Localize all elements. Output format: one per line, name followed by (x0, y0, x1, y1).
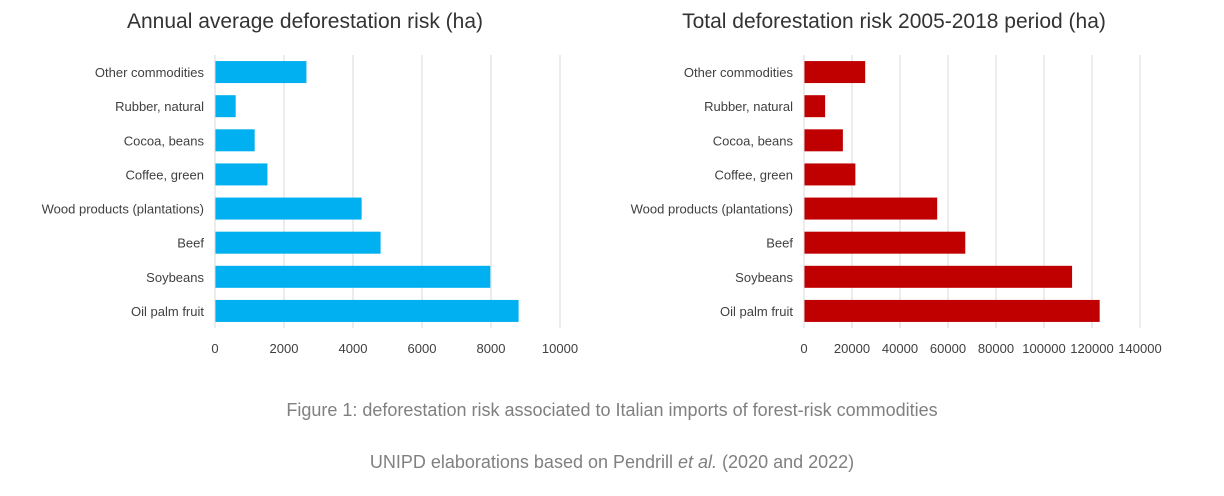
bar-total-4 (804, 197, 938, 220)
bar-annual-6 (215, 265, 491, 288)
category-label-annual-4: Wood products (plantations) (42, 202, 204, 217)
category-label-annual-2: Cocoa, beans (124, 133, 205, 148)
category-label-annual-7: Oil palm fruit (131, 304, 204, 319)
bar-annual-7 (215, 299, 519, 322)
x-tick-label-total-0: 0 (800, 341, 807, 356)
bar-total-0 (804, 61, 866, 84)
x-tick-label-total-6: 120000 (1070, 341, 1113, 356)
bar-total-7 (804, 299, 1100, 322)
charts-canvas: Annual average deforestation risk (ha) 0 2… (42, 10, 1162, 356)
x-tick-label-annual-4: 8000 (477, 341, 506, 356)
category-label-total-3: Coffee, green (714, 167, 793, 182)
x-tick-label-total-3: 60000 (930, 341, 966, 356)
chart-title-total: Total deforestation risk 2005-2018 perio… (682, 10, 1106, 33)
category-label-total-0: Other commodities (684, 65, 794, 80)
category-label-total-2: Cocoa, beans (713, 133, 794, 148)
category-label-total-7: Oil palm fruit (720, 304, 793, 319)
source-note-prefix: UNIPD elaborations based on Pendrill (369, 452, 679, 472)
x-tick-label-annual-2: 4000 (339, 341, 368, 356)
category-label-total-5: Beef (766, 236, 793, 251)
category-label-annual-0: Other commodities (95, 65, 205, 80)
bar-annual-0 (215, 61, 307, 84)
category-label-annual-1: Rubber, natural (115, 99, 204, 114)
bar-total-6 (804, 265, 1073, 288)
category-label-total-4: Wood products (plantations) (631, 202, 793, 217)
bar-total-1 (804, 95, 826, 118)
x-tick-label-total-2: 40000 (882, 341, 918, 356)
source-note-italic: et al. (678, 452, 718, 472)
bar-total-3 (804, 163, 856, 186)
bar-annual-5 (215, 231, 381, 254)
bar-annual-3 (215, 163, 268, 186)
x-tick-label-total-5: 100000 (1022, 341, 1065, 356)
bar-annual-1 (215, 95, 236, 118)
x-tick-label-total-1: 20000 (834, 341, 870, 356)
x-tick-label-annual-5: 10000 (542, 341, 578, 356)
figure-caption: Figure 1: deforestation risk associated … (286, 400, 938, 420)
x-tick-label-annual-3: 6000 (408, 341, 437, 356)
x-tick-label-annual-1: 2000 (270, 341, 299, 356)
bar-annual-2 (215, 129, 255, 152)
chart-title-annual: Annual average deforestation risk (ha) (127, 10, 483, 33)
x-tick-label-annual-0: 0 (211, 341, 218, 356)
category-label-annual-6: Soybeans (146, 270, 204, 285)
category-label-total-6: Soybeans (735, 270, 793, 285)
category-label-total-1: Rubber, natural (704, 99, 793, 114)
x-tick-label-total-4: 80000 (978, 341, 1014, 356)
category-label-annual-5: Beef (177, 236, 204, 251)
category-label-annual-3: Coffee, green (125, 167, 204, 182)
source-note: UNIPD elaborations based on Pendrill et … (0, 452, 1224, 473)
bar-total-5 (804, 231, 966, 254)
source-note-suffix: (2020 and 2022) (717, 452, 855, 472)
x-tick-label-total-7: 140000 (1118, 341, 1161, 356)
bar-total-2 (804, 129, 843, 152)
bar-annual-4 (215, 197, 362, 220)
